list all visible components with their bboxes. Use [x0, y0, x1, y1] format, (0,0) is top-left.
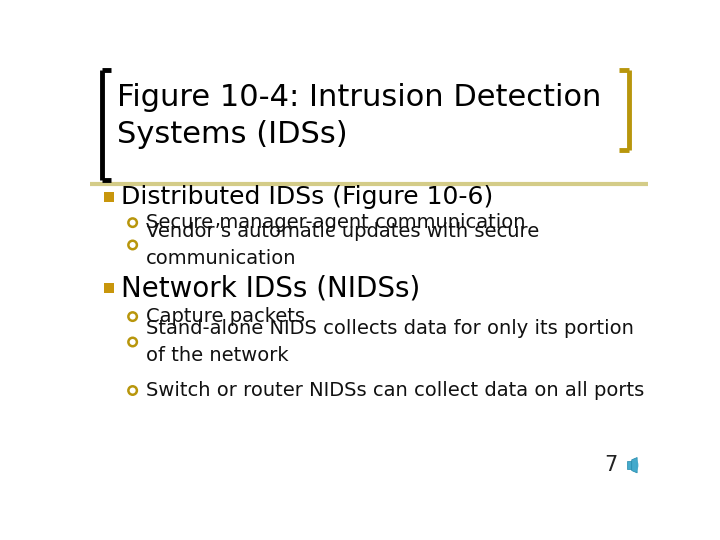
Polygon shape — [631, 457, 637, 473]
Text: Switch or router NIDSs can collect data on all ports: Switch or router NIDSs can collect data … — [145, 381, 644, 400]
Text: Stand-alone NIDS collects data for only its portion
of the network: Stand-alone NIDS collects data for only … — [145, 319, 634, 364]
Text: Distributed IDSs (Figure 10-6): Distributed IDSs (Figure 10-6) — [121, 185, 493, 209]
Text: 7: 7 — [604, 455, 618, 475]
Text: Secure manager-agent communication: Secure manager-agent communication — [145, 213, 526, 232]
Bar — [104, 283, 114, 293]
Bar — [627, 461, 631, 469]
Bar — [104, 192, 114, 202]
Text: Capture packets: Capture packets — [145, 307, 305, 326]
Text: Network IDSs (NIDSs): Network IDSs (NIDSs) — [121, 274, 420, 302]
Text: Vendor’s automatic updates with secure
communication: Vendor’s automatic updates with secure c… — [145, 222, 539, 268]
Text: Systems (IDSs): Systems (IDSs) — [117, 119, 348, 148]
Text: Figure 10-4: Intrusion Detection: Figure 10-4: Intrusion Detection — [117, 83, 601, 112]
